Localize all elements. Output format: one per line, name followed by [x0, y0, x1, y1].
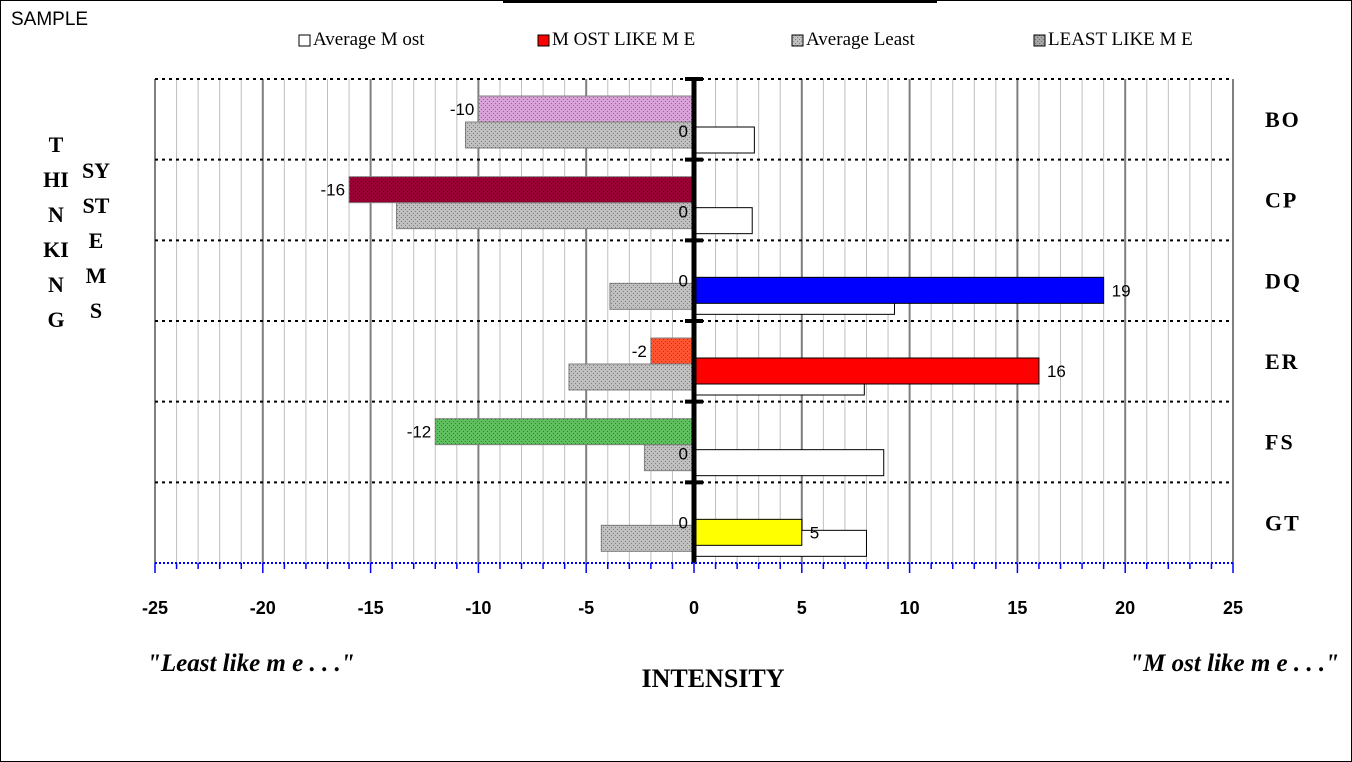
category-label-ER: ER	[1265, 349, 1300, 374]
data-label-least-DQ: 0	[679, 271, 688, 290]
data-label-most-ER: 16	[1047, 362, 1066, 381]
x-tick-label--15: -15	[358, 598, 384, 618]
legend-label-3: LEAST LIKE M E	[1048, 29, 1193, 50]
data-label-least-FS: -12	[407, 423, 432, 442]
legend-swatch-texture-2	[792, 35, 803, 46]
axis-layer	[154, 77, 1234, 573]
bar-most-like-me-DQ	[693, 276, 1105, 304]
sample-label: SAMPLE	[11, 9, 89, 30]
category-label-CP: CP	[1265, 188, 1298, 213]
legend-label-0: Average M ost	[313, 29, 425, 50]
bar-average-least-texture-GT	[601, 525, 694, 552]
bar-most-like-me-GT	[693, 518, 803, 546]
data-label-most-BO: 0	[679, 122, 688, 141]
legend-swatch-texture-3	[1034, 35, 1045, 46]
bar-average-least-texture-ER	[568, 364, 694, 390]
bar-average-least-texture-BO	[465, 122, 694, 148]
x-tick-label-25: 25	[1223, 598, 1243, 618]
x-tick-label-15: 15	[1007, 598, 1027, 618]
bars-layer	[348, 95, 1105, 557]
category-label-FS: FS	[1265, 430, 1295, 455]
category-label-BO: BO	[1265, 107, 1301, 132]
data-label-least-BO: -10	[450, 100, 475, 119]
legend-swatch-0	[298, 34, 311, 47]
legend-label-2: Average Least	[806, 29, 916, 50]
x-tick-label-10: 10	[900, 598, 920, 618]
legend-label-1: M OST LIKE M E	[552, 29, 695, 50]
thinking-vertical-title: THINKING	[43, 132, 69, 332]
x-tick-label--10: -10	[465, 598, 491, 618]
bar-average-least-texture-FS	[644, 444, 694, 471]
x-tick-label--25: -25	[142, 598, 168, 618]
bar-average-most-BO	[693, 126, 755, 154]
data-label-least-CP: -16	[320, 181, 345, 200]
bar-average-most-CP	[693, 207, 753, 235]
x-tick-label-5: 5	[797, 598, 807, 618]
category-label-GT: GT	[1265, 510, 1301, 535]
data-label-least-GT: 0	[679, 513, 688, 532]
data-label-most-GT: 5	[810, 523, 819, 542]
bar-average-least-texture-CP	[396, 202, 694, 229]
x-axis-title: INTENSITY	[641, 664, 784, 693]
x-tick-label--5: -5	[578, 598, 594, 618]
bar-least-like-me-texture-ER	[650, 338, 694, 364]
bar-least-like-me-texture-FS	[435, 418, 694, 445]
labels-layer: -10 0 BO -16 0 CP 0 19 DQ -2 16 ER -12 0 FS 0 5 GT -25 -20 -…	[142, 100, 1302, 618]
bar-average-least-texture-DQ	[609, 283, 694, 310]
x-tick-label-20: 20	[1115, 598, 1135, 618]
bar-least-like-me-texture-CP	[349, 176, 694, 203]
data-label-most-FS: 0	[679, 445, 688, 464]
bar-most-like-me-ER	[693, 357, 1040, 385]
data-label-least-ER: -2	[632, 342, 647, 361]
category-label-DQ: DQ	[1265, 268, 1302, 293]
bar-least-like-me-texture-BO	[478, 96, 694, 122]
most-like-me-annotation: "M ost like m e . . ."	[1129, 650, 1339, 677]
bar-average-most-FS	[693, 449, 885, 477]
legend-layer: Average M ost M OST LIKE M E Average Least…	[298, 29, 1193, 50]
systems-vertical-title: SYSTEMS	[81, 158, 111, 323]
data-label-most-CP: 0	[679, 203, 688, 222]
x-tick-label--20: -20	[250, 598, 276, 618]
legend-swatch-1	[537, 34, 550, 47]
data-label-most-DQ: 19	[1112, 281, 1131, 300]
least-like-me-annotation: "Least like m e . . ."	[147, 650, 355, 677]
top-rule	[503, 1, 937, 3]
x-tick-label-0: 0	[689, 598, 699, 618]
